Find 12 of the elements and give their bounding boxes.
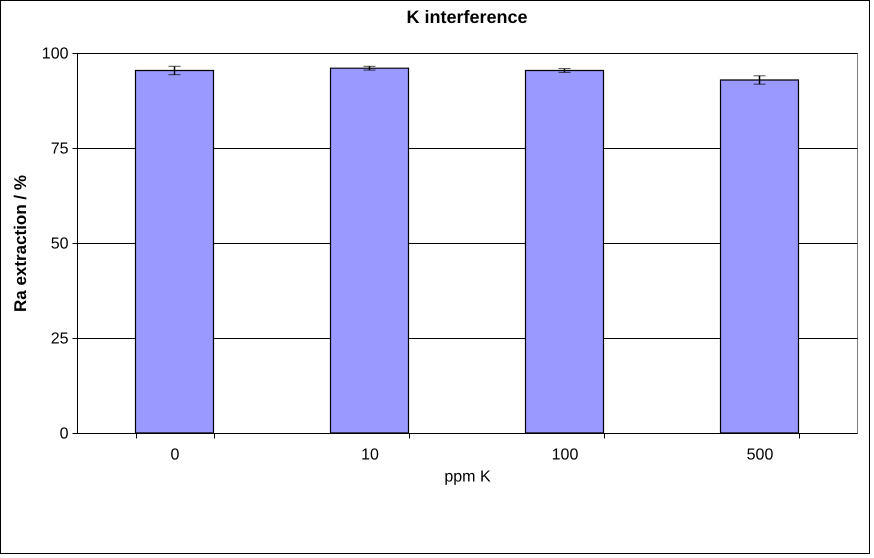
y-tick-label: 75 (50, 140, 69, 158)
x-axis-title: ppm K (444, 468, 491, 486)
x-tick-label: 10 (361, 446, 379, 464)
chart-title: K interference (406, 7, 528, 27)
y-tick-label: 100 (42, 46, 69, 62)
y-axis-title: Ra extraction / % (10, 175, 30, 312)
x-tick-label: 100 (552, 446, 578, 464)
y-tick-label: 50 (50, 236, 69, 252)
x-tick-label: 500 (746, 446, 774, 464)
x-tick-label: 0 (170, 446, 180, 464)
y-tick-label: 0 (60, 426, 69, 442)
y-tick-label: 25 (50, 330, 69, 348)
